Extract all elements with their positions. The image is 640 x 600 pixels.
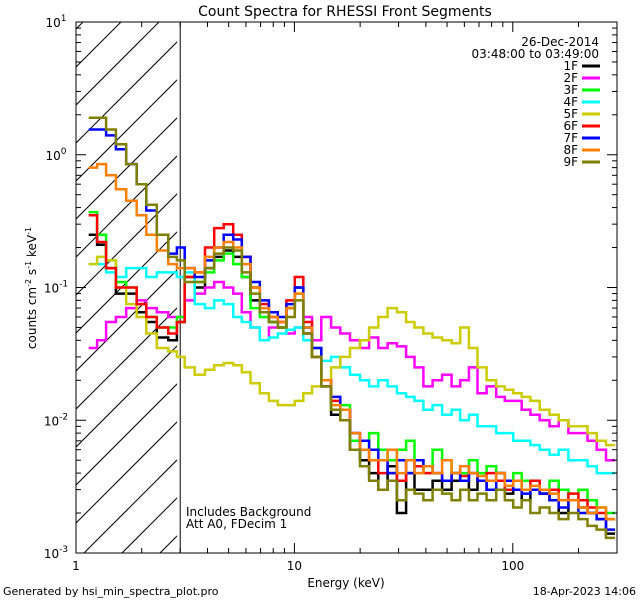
x-axis-label: Energy (keV) xyxy=(307,576,384,590)
hatch-stroke xyxy=(76,155,177,258)
y-tick-label: 10-2 xyxy=(44,412,68,428)
legend-label-7F: 7F xyxy=(563,131,578,145)
timestamp-label: 18-Apr-2023 14:06 xyxy=(533,585,636,598)
y-tick-label: 10-3 xyxy=(44,545,68,561)
date-label: 26-Dec-2014 xyxy=(521,35,599,49)
legend-label-5F: 5F xyxy=(563,107,578,121)
legend-label-2F: 2F xyxy=(563,71,578,85)
hatch-stroke xyxy=(0,0,114,553)
annotation-background: Includes Background xyxy=(186,505,311,519)
hatch-stroke xyxy=(76,193,177,296)
x-tick-label: 10 xyxy=(287,559,302,573)
hatch-stroke xyxy=(83,459,177,553)
legend-label-6F: 6F xyxy=(563,119,578,133)
hatch-stroke xyxy=(76,41,177,144)
y-tick-label: 10-1 xyxy=(44,280,68,296)
attenuator-hatch-region xyxy=(0,0,177,553)
hatch-stroke xyxy=(76,22,122,68)
series-line-8F xyxy=(88,162,616,521)
hatch-stroke xyxy=(76,231,177,334)
series-line-5F xyxy=(88,255,616,447)
y-axis-label: counts cm-2 s-1 keV-1 xyxy=(24,227,39,349)
generated-by-label: Generated by hsi_min_spectra_plot.pro xyxy=(3,585,219,598)
hatch-stroke xyxy=(76,345,177,448)
annotation-attenuator: Att A0, FDecim 1 xyxy=(186,517,287,531)
legend-label-1F: 1F xyxy=(563,59,578,73)
plot-frame xyxy=(75,21,618,554)
legend-label-8F: 8F xyxy=(563,143,578,157)
hatch-stroke xyxy=(76,22,160,106)
series-line-9F xyxy=(88,116,616,540)
x-tick-label: 1 xyxy=(72,559,80,573)
legend-label-4F: 4F xyxy=(563,95,578,109)
legend-label-3F: 3F xyxy=(563,83,578,97)
chart-title: Count Spectra for RHESSI Front Segments xyxy=(198,4,492,20)
time-range-label: 03:48:00 to 03:49:00 xyxy=(472,47,599,61)
hatch-stroke xyxy=(76,421,177,524)
series-line-4F xyxy=(88,262,616,475)
y-tick-label: 101 xyxy=(45,14,66,30)
y-tick-label: 100 xyxy=(45,147,66,163)
legend-label-9F: 9F xyxy=(563,155,578,169)
x-tick-label: 100 xyxy=(501,559,524,573)
hatch-stroke xyxy=(76,383,177,486)
